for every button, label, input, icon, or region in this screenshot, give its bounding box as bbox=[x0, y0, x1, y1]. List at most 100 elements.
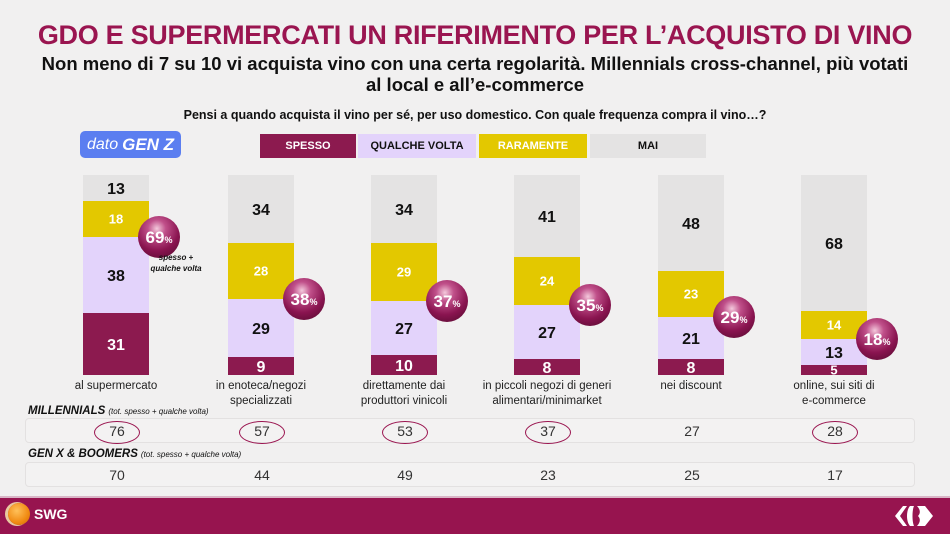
bar-value-label: 10 bbox=[395, 358, 413, 375]
survey-question: Pensi a quando acquista il vino per sé, … bbox=[183, 108, 767, 122]
comparison-value: 17 bbox=[827, 467, 843, 483]
legend-item-raramente: RARAMENTE bbox=[479, 134, 587, 158]
legend-item-qualche-volta: QUALCHE VOLTA bbox=[358, 134, 476, 158]
bar-value-label: 27 bbox=[395, 321, 413, 338]
total-bubble bbox=[138, 216, 180, 258]
total-bubble bbox=[569, 284, 611, 326]
comparison-value: 28 bbox=[805, 419, 865, 444]
bar-segment-spesso bbox=[371, 355, 437, 375]
millennials-label-text: MILLENNIALS bbox=[28, 405, 106, 417]
bar-segment-spesso bbox=[228, 357, 294, 375]
comparison-value: 25 bbox=[684, 467, 700, 483]
bar-segment-raramente bbox=[801, 311, 867, 339]
category-label: in enoteca/negozi bbox=[216, 380, 306, 392]
bar-value-label: 23 bbox=[684, 287, 698, 302]
category-label: nei discount bbox=[660, 380, 722, 392]
comparison-value: 76 bbox=[87, 419, 147, 444]
bar-value-label: 18 bbox=[109, 212, 123, 227]
bar-segment-mai bbox=[658, 175, 724, 271]
swg-globe-icon bbox=[8, 503, 30, 525]
bar-value-label: 48 bbox=[682, 216, 700, 233]
bar-segment-raramente bbox=[83, 201, 149, 237]
bar-value-label: 34 bbox=[395, 202, 413, 219]
footer-bar bbox=[0, 498, 950, 534]
category-label: specializzati bbox=[230, 395, 292, 407]
bar-value-label: 41 bbox=[538, 209, 556, 226]
gen-z-badge-label: GEN Z bbox=[122, 134, 175, 154]
category-label: direttamente dai bbox=[363, 380, 445, 392]
bar-value-label: 8 bbox=[687, 360, 696, 377]
bar-stack: 31 38 18 13 bbox=[83, 175, 149, 375]
bar-segment-raramente bbox=[371, 243, 437, 301]
swg-logo: SWG bbox=[8, 503, 67, 525]
bar-stack: 513 14 68 bbox=[801, 175, 867, 378]
bar-value-label: 21 bbox=[682, 331, 700, 348]
bar-value-label: 13 bbox=[107, 181, 125, 198]
bar-value-label: 14 bbox=[827, 318, 842, 333]
bar-segment-qualche-volta bbox=[228, 299, 294, 357]
millennials-label-note: (tot. spesso + qualche volta) bbox=[108, 407, 209, 416]
swg-logo-text: SWG bbox=[34, 506, 68, 522]
category-label: e-commerce bbox=[802, 395, 866, 407]
legend-item-mai: MAI bbox=[590, 134, 706, 158]
bar-segment-raramente bbox=[658, 271, 724, 317]
category-label: al supermercato bbox=[75, 380, 157, 392]
bar-value-label: 13 bbox=[825, 345, 843, 362]
bar-segment-mai bbox=[228, 175, 294, 243]
bar-segment-spesso bbox=[83, 313, 149, 375]
bar-stack: 10 27 29 34 bbox=[371, 175, 437, 375]
bar-segment-spesso bbox=[514, 359, 580, 375]
comparison-value: 27 bbox=[684, 423, 700, 439]
total-bubble-label: 69% bbox=[146, 228, 173, 247]
total-bubble bbox=[713, 296, 755, 338]
comparison-value: 49 bbox=[397, 467, 413, 483]
slide-subtitle: Non meno di 7 su 10 vi acquista vino con… bbox=[41, 53, 909, 95]
bar-segment-raramente bbox=[228, 243, 294, 299]
bar-stack: 8 27 24 41 bbox=[514, 175, 580, 377]
bar-value-label: 29 bbox=[252, 321, 270, 338]
slide-title: GDO E SUPERMERCATI UN RIFERIMENTO PER L’… bbox=[37, 20, 913, 50]
bar-value-label: 24 bbox=[540, 274, 555, 289]
bar-value-label: 34 bbox=[252, 202, 270, 219]
category-label: in piccoli negozi di generi bbox=[483, 380, 612, 392]
total-bubble-label: 29% bbox=[721, 308, 748, 327]
bar-segment-mai bbox=[801, 175, 867, 311]
category-label: online, sui siti di bbox=[793, 380, 874, 392]
carrefour-logo-icon bbox=[895, 506, 933, 526]
comparison-value: 70 bbox=[109, 467, 125, 483]
total-bubble-label: 18% bbox=[864, 330, 891, 349]
millennials-label: MILLENNIALS (tot. spesso + qualche volta) bbox=[28, 405, 209, 417]
category-label: produttori vinicoli bbox=[361, 395, 447, 407]
bar-segment-spesso bbox=[658, 359, 724, 375]
bar-segment-mai bbox=[83, 175, 149, 201]
bar-value-label: 27 bbox=[538, 325, 556, 342]
comparison-value: 37 bbox=[518, 419, 578, 444]
gen-z-badge-prefix: dato bbox=[86, 135, 119, 153]
gen-z-badge: dato GEN Z bbox=[80, 131, 181, 158]
legend-item-spesso: SPESSO bbox=[260, 134, 356, 158]
bar-segment-spesso bbox=[801, 365, 867, 375]
bar-stack: 9 29 28 34 bbox=[228, 175, 294, 376]
bar-stack: 8 21 23 48 bbox=[658, 175, 724, 377]
comparison-value: 57 bbox=[232, 419, 292, 444]
total-note-line-2: qualche volta bbox=[150, 264, 202, 273]
genx-boomers-label: GEN X & BOOMERS (tot. spesso + qualche vo… bbox=[28, 448, 241, 460]
bar-value-label: 5 bbox=[830, 363, 837, 378]
category-label: alimentari/minimarket bbox=[492, 395, 602, 407]
total-bubble bbox=[283, 278, 325, 320]
bar-value-label: 68 bbox=[825, 236, 843, 253]
bar-value-label: 31 bbox=[107, 337, 125, 354]
comparison-value: 23 bbox=[540, 467, 556, 483]
bar-value-label: 28 bbox=[254, 264, 268, 279]
total-bubble bbox=[856, 318, 898, 360]
footer-divider bbox=[0, 496, 950, 498]
bar-value-label: 8 bbox=[543, 360, 552, 377]
bar-segment-qualche-volta bbox=[514, 305, 580, 359]
bar-segment-mai bbox=[514, 175, 580, 257]
millennials-row: 76 57 53 37 27 28 bbox=[25, 418, 915, 444]
bar-value-label: 38 bbox=[107, 268, 125, 285]
bar-segment-mai bbox=[371, 175, 437, 243]
comparison-value: 53 bbox=[375, 419, 435, 444]
